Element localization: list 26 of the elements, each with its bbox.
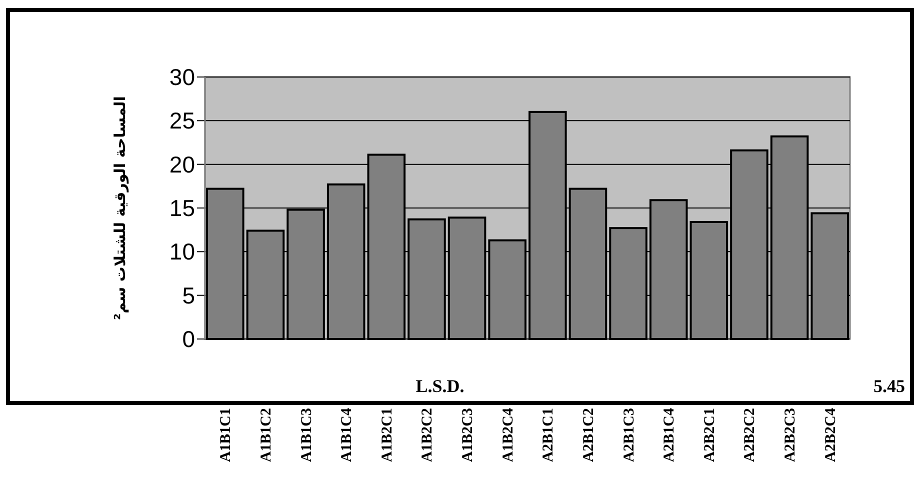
x-tick-label: A2B2C2 <box>742 408 758 462</box>
x-tick-label: A2B1C1 <box>540 408 557 462</box>
x-tick-label: A1B1C3 <box>298 408 315 462</box>
x-tick-label: A1B2C2 <box>420 408 436 462</box>
y-tick-label: 5 <box>182 282 195 308</box>
y-tick-label: 0 <box>182 326 195 352</box>
y-tick-label: 20 <box>169 151 195 178</box>
x-tick-label: A2B1C2 <box>580 408 597 462</box>
y-axis-title: المساحة الورقية للشتلات سم² <box>111 96 129 320</box>
x-tick-label: A1B2C1 <box>379 408 396 462</box>
x-tick-label: A1B1C2 <box>258 408 274 462</box>
text: L.S.D. <box>416 376 464 396</box>
x-tick-label: A2B1C3 <box>621 408 638 462</box>
y-tick-label: 25 <box>169 108 195 134</box>
x-tick-label: A1B1C4 <box>339 408 356 462</box>
x-tick-label: A2B1C4 <box>662 408 678 462</box>
x-tick-label: A2B2C3 <box>782 408 799 462</box>
x-tick-label: A1B2C3 <box>460 408 476 462</box>
y-tick-label: 10 <box>169 238 195 265</box>
y-tick-label: 15 <box>169 195 195 221</box>
text: 5.45 <box>874 376 905 396</box>
x-tick-label: A1B2C4 <box>500 408 516 462</box>
x-tick-label: A1B1C1 <box>218 408 234 462</box>
x-tick-label: A2B2C4 <box>822 408 839 462</box>
y-tick-label: 30 <box>169 64 195 90</box>
x-tick-label: A2B2C1 <box>702 408 718 462</box>
